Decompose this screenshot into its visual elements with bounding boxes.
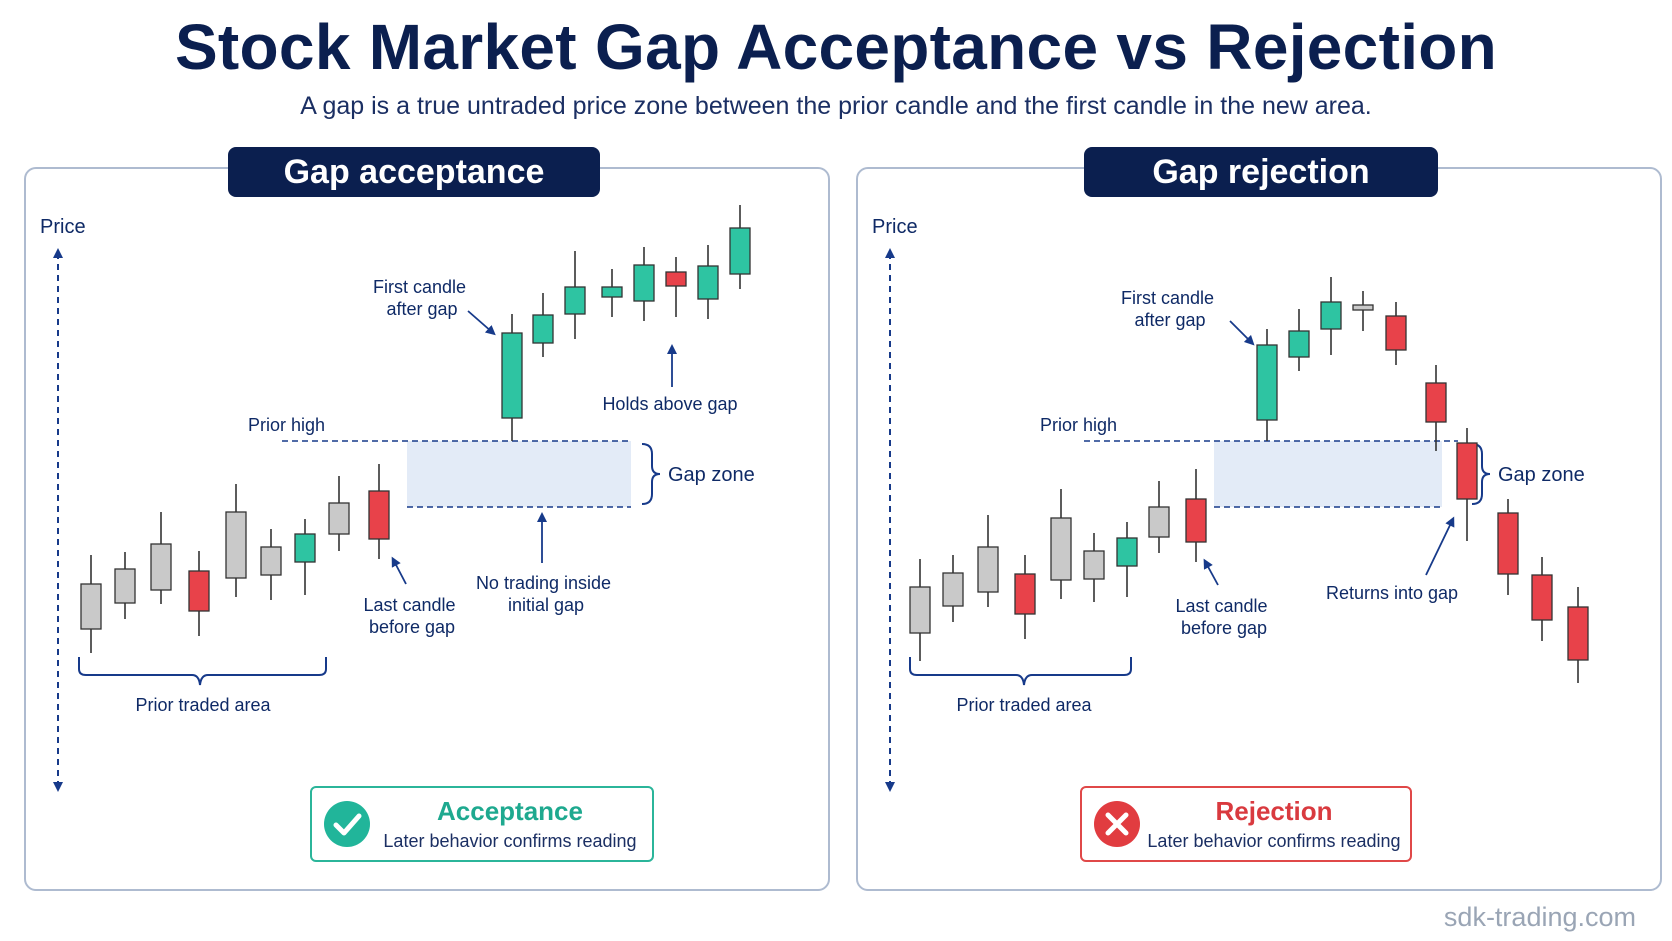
candle: [188, 551, 210, 636]
last-candle-label: Last candle before gap: [363, 595, 460, 637]
no-trading-label: No trading inside initial gap: [476, 573, 616, 615]
acceptance-diagram: Price Prior high Gap zone First cand: [40, 205, 755, 792]
badge-subtitle: Later behavior confirms reading: [1147, 831, 1401, 851]
candle: [114, 552, 136, 619]
price-axis-label: Price: [40, 216, 86, 238]
candle: [1385, 302, 1407, 365]
candle: [1014, 555, 1036, 639]
last-candle-before-gap: [368, 464, 390, 559]
candle: [909, 559, 931, 661]
panel-gap-rejection: Price Prior high Gap zone First: [856, 147, 1662, 891]
candle: [1116, 522, 1138, 597]
first-candle-after-gap: [1256, 329, 1278, 441]
returns-into-gap-label: Returns into gap: [1326, 583, 1458, 603]
page-title: Stock Market Gap Acceptance vs Rejection: [174, 11, 1498, 83]
first-candle-arrow: [467, 310, 496, 336]
candle: [150, 512, 172, 604]
prior-high-label: Prior high: [1040, 415, 1117, 435]
candle: [328, 476, 350, 551]
candle: [1567, 587, 1589, 683]
prior-area-brace: [909, 657, 1132, 686]
gap-zone-brace: [641, 443, 661, 505]
check-icon: [324, 801, 370, 847]
panel-header-rejection: Gap rejection: [1084, 147, 1438, 197]
candle: [601, 269, 623, 317]
prior-area-brace: [78, 657, 327, 686]
first-candle-label: First candle after gap: [373, 277, 471, 319]
candle: [225, 484, 247, 597]
candle: [633, 247, 655, 321]
candle: [1352, 291, 1374, 331]
candle: [1497, 499, 1519, 595]
gap-zone-label: Gap zone: [1498, 464, 1585, 486]
last-candle-label: Last candle before gap: [1175, 596, 1272, 638]
candle: [729, 205, 751, 289]
rejection-badge: Rejection Later behavior confirms readin…: [1080, 786, 1412, 862]
panel-gap-acceptance: Price Prior high Gap zone First cand: [24, 147, 830, 891]
prior-area-label: Prior traded area: [956, 695, 1092, 715]
candle: [665, 257, 687, 317]
candle: [1083, 533, 1105, 602]
first-candle-after-gap: [501, 314, 523, 441]
candle: [80, 555, 102, 653]
first-candle-label: First candle after gap: [1121, 288, 1219, 330]
holds-above-label: Holds above gap: [602, 394, 737, 414]
candle: [1148, 481, 1170, 553]
badge-title: Rejection: [1215, 796, 1333, 826]
gap-zone-label: Gap zone: [668, 464, 755, 486]
candle: [1320, 277, 1342, 355]
acceptance-badge: Acceptance Later behavior confirms readi…: [310, 786, 654, 862]
x-icon: [1094, 801, 1140, 847]
rejection-diagram: Price Prior high Gap zone First: [872, 216, 1589, 792]
gap-zone-brace: [1471, 443, 1491, 505]
gap-zone-box: [407, 441, 631, 507]
candle: [564, 251, 586, 339]
gap-zone-box: [1214, 441, 1442, 507]
panel-header-acceptance: Gap acceptance: [228, 147, 600, 197]
candle: [942, 555, 964, 622]
badge-title: Acceptance: [437, 796, 583, 826]
candle: [294, 519, 316, 595]
price-axis-label: Price: [872, 216, 918, 238]
watermark: sdk-trading.com: [1443, 902, 1636, 932]
prior-area-label: Prior traded area: [135, 695, 271, 715]
candle: [1050, 489, 1072, 599]
page-subtitle: A gap is a true untraded price zone betw…: [300, 92, 1372, 120]
last-candle-before-gap: [1185, 469, 1207, 562]
candle: [260, 529, 282, 600]
last-candle-arrow: [1203, 558, 1219, 586]
candle: [697, 245, 719, 319]
returns-into-gap-arrow: [1425, 516, 1455, 576]
badge-subtitle: Later behavior confirms reading: [383, 831, 637, 851]
first-candle-arrow: [1229, 320, 1255, 346]
last-candle-arrow: [391, 556, 407, 585]
candle: [977, 515, 999, 607]
prior-high-label: Prior high: [248, 415, 325, 435]
gap-fill-candle: [1456, 428, 1478, 541]
candle: [532, 293, 554, 357]
candle: [1531, 557, 1553, 641]
candle: [1425, 365, 1447, 451]
candle: [1288, 309, 1310, 371]
